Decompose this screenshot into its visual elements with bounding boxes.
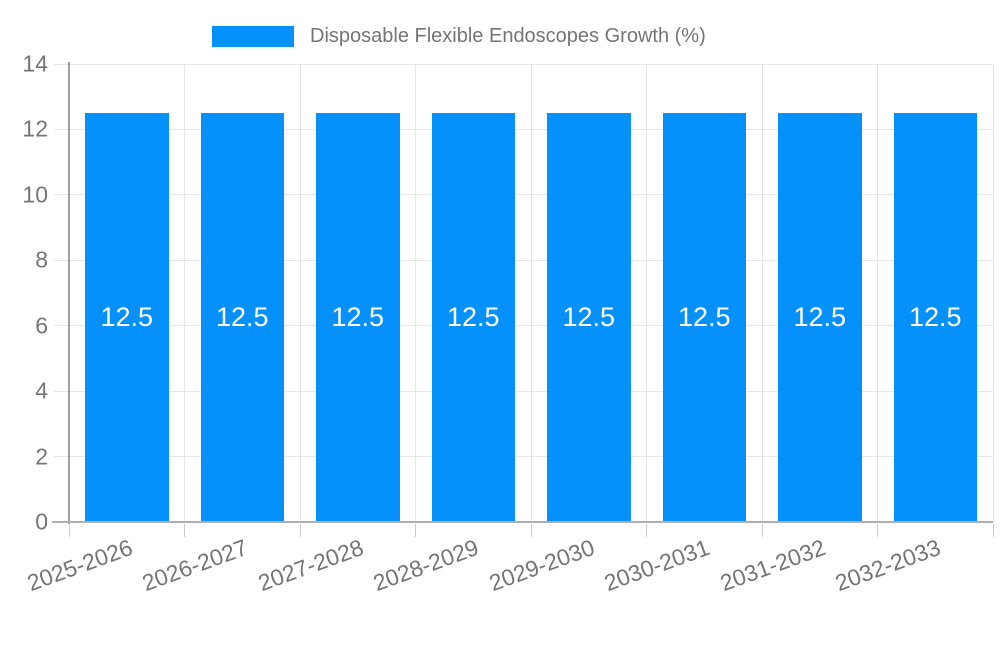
- legend-label: Disposable Flexible Endoscopes Growth (%…: [310, 24, 706, 47]
- gridline-vertical: [530, 64, 532, 522]
- gridline-vertical: [992, 64, 994, 522]
- bar-value-label: 12.5: [562, 302, 616, 333]
- x-tick-mark: [530, 524, 532, 537]
- plot-area: 0 2 4 6 8 10 12 14 12.5 12.5 12.5 12.5 12.5 12.5 12.5 1…: [22, 51, 994, 596]
- y-tick-mark: [54, 390, 69, 392]
- y-tick-label: 10: [22, 181, 48, 208]
- bar-value-label: 12.5: [908, 302, 962, 333]
- x-tick-mark: [992, 524, 994, 537]
- gridline-vertical: [184, 64, 185, 522]
- x-tick-mark: [299, 524, 301, 537]
- bar-value-label: 12.5: [215, 302, 269, 333]
- x-tick-mark: [761, 524, 763, 537]
- x-tick-mark: [877, 524, 878, 537]
- bar-value-label: 12.5: [677, 302, 731, 333]
- y-tick-label: 8: [35, 246, 48, 273]
- gridline-vertical: [299, 64, 301, 522]
- y-axis-line: [68, 62, 70, 524]
- legend: Disposable Flexible Endoscopes Growth (%…: [212, 22, 706, 50]
- y-tick-label: 12: [22, 115, 48, 142]
- y-tick-mark: [54, 128, 69, 130]
- gridline-vertical: [761, 64, 763, 522]
- y-tick-label: 4: [35, 377, 48, 404]
- bar[interactable]: 12.5: [316, 113, 400, 522]
- x-tick-mark: [415, 524, 416, 537]
- x-tick-mark: [646, 524, 647, 537]
- bar[interactable]: 12.5: [778, 113, 862, 522]
- x-tick-mark: [184, 524, 185, 537]
- bar[interactable]: 12.5: [547, 113, 631, 522]
- bar-value-label: 12.5: [446, 302, 500, 333]
- y-tick-label: 0: [35, 508, 48, 535]
- y-tick-mark: [54, 456, 69, 458]
- x-axis-baseline: [52, 521, 993, 523]
- bar[interactable]: 12.5: [662, 113, 746, 522]
- bar-value-label: 12.5: [331, 302, 385, 333]
- y-tick-label: 2: [35, 443, 48, 470]
- y-tick-label: 6: [35, 312, 48, 339]
- x-tick-mark: [68, 524, 70, 537]
- gridline-vertical: [877, 64, 878, 522]
- legend-swatch: [212, 25, 294, 47]
- bar[interactable]: 12.5: [893, 113, 977, 522]
- bar[interactable]: 12.5: [200, 113, 284, 522]
- bar-chart: Disposable Flexible Endoscopes Growth (%…: [22, 22, 994, 597]
- bar[interactable]: 12.5: [85, 113, 169, 522]
- y-tick-mark: [54, 325, 69, 327]
- y-tick-label: 14: [22, 50, 48, 77]
- bar[interactable]: 12.5: [431, 113, 515, 522]
- y-tick-mark: [54, 194, 69, 196]
- bar-value-label: 12.5: [793, 302, 847, 333]
- y-tick-mark: [54, 63, 69, 65]
- gridline-vertical: [415, 64, 416, 522]
- y-tick-mark: [54, 259, 69, 261]
- bar-value-label: 12.5: [100, 302, 154, 333]
- gridline-vertical: [646, 64, 647, 522]
